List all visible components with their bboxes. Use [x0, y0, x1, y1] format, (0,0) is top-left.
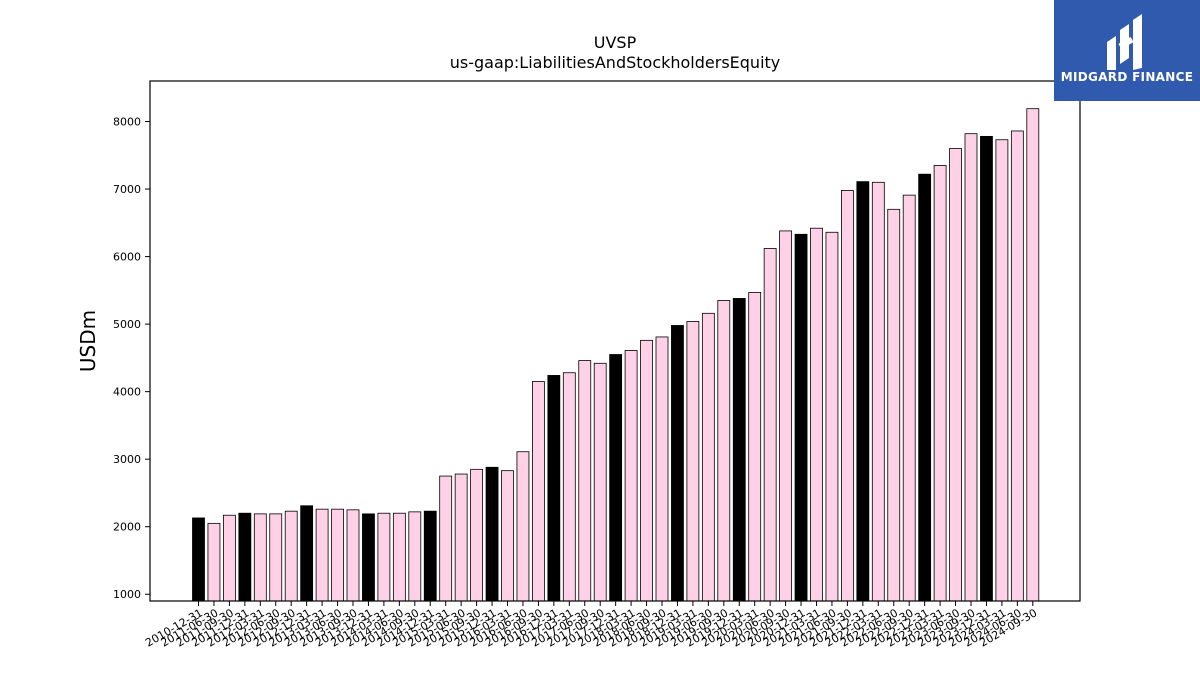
bar-2012-09-30 — [284, 510, 298, 602]
bars-group — [192, 108, 1040, 602]
bar-2020-09-30 — [779, 230, 792, 602]
bar-2018-12-31 — [671, 325, 684, 602]
bar-2024-09-30 — [1026, 108, 1040, 602]
bar-2019-09-30 — [717, 300, 731, 602]
bar-2020-06-30 — [763, 248, 777, 602]
bar-2019-06-30 — [701, 312, 715, 602]
bar-2013-03-31 — [315, 508, 329, 602]
bar-2018-09-30 — [655, 336, 669, 602]
bar-2022-09-30 — [902, 194, 916, 602]
logo-text: MIDGARD FINANCE — [1061, 70, 1193, 84]
bar-2017-09-30 — [593, 362, 607, 602]
y-tick-label: 2000 — [113, 521, 141, 534]
bar-2021-06-30 — [825, 231, 839, 602]
plot-frame — [149, 80, 1081, 602]
bar-2011-06-30 — [207, 522, 221, 602]
bar-2016-06-30 — [516, 451, 530, 602]
y-tick-label: 5000 — [113, 318, 141, 331]
bar-2024-03-31 — [995, 139, 1009, 602]
bar-2021-12-31 — [856, 181, 870, 602]
bar-2013-12-31 — [362, 513, 375, 602]
bar-2020-12-31 — [794, 233, 808, 602]
bar-2016-03-31 — [501, 470, 514, 602]
bar-2017-12-31 — [609, 354, 623, 602]
bar-2015-12-31 — [485, 466, 499, 602]
bar-2015-06-30 — [454, 473, 468, 602]
bar-2011-12-31 — [238, 512, 252, 602]
bar-2012-06-30 — [269, 513, 283, 602]
x-axis: 2010-12-312011-06-302011-09-302011-12-31… — [143, 601, 1039, 650]
bar-2023-12-31 — [980, 135, 993, 602]
bar-2011-09-30 — [222, 514, 236, 602]
bar-2013-06-30 — [331, 508, 344, 602]
bar-2019-03-31 — [686, 321, 700, 602]
bar-2018-06-30 — [640, 339, 653, 602]
chart-title: UVSP — [594, 33, 637, 52]
bar-2012-12-31 — [300, 505, 314, 602]
bar-2017-06-30 — [578, 360, 592, 602]
y-tick-label: 4000 — [113, 386, 141, 399]
bar-2022-12-31 — [918, 173, 932, 602]
y-axis-label: USDm — [76, 310, 100, 372]
y-tick-label: 8000 — [113, 116, 141, 129]
bar-2010-12-31 — [192, 517, 205, 602]
midgard-finance-logo: MIDGARD FINANCE — [1054, 0, 1200, 101]
bar-2023-09-30 — [964, 133, 978, 602]
bar-2014-03-31 — [377, 512, 391, 602]
bar-2015-03-31 — [439, 475, 453, 602]
bar-2013-09-30 — [346, 509, 360, 602]
bar-2014-06-30 — [392, 512, 406, 602]
chart-subtitle: us-gaap:LiabilitiesAndStockholdersEquity — [450, 53, 781, 72]
bar-2014-12-31 — [423, 510, 437, 602]
bar-2014-09-30 — [408, 511, 422, 602]
y-tick-label: 6000 — [113, 251, 141, 264]
bar-2015-09-30 — [470, 468, 484, 602]
bar-2016-12-31 — [547, 375, 561, 602]
y-axis: 1000 2000 3000 4000 5000 6000 7000 8000 — [113, 116, 150, 601]
bar-2023-03-31 — [933, 165, 947, 602]
bar-2016-09-30 — [532, 381, 545, 602]
bar-2019-12-31 — [732, 298, 746, 602]
bar-2021-03-31 — [810, 227, 823, 602]
bar-2022-06-30 — [887, 208, 901, 602]
bar-2023-06-30 — [949, 148, 962, 602]
y-tick-label: 1000 — [113, 588, 141, 601]
bar-2020-03-31 — [748, 291, 762, 602]
bar-2017-03-31 — [562, 372, 576, 602]
bar-2022-03-31 — [871, 181, 885, 602]
y-tick-label: 3000 — [113, 453, 141, 466]
bar-2021-09-30 — [841, 189, 854, 602]
bar-2012-03-31 — [253, 513, 267, 602]
logo-mark-icon — [1107, 14, 1142, 70]
bar-2024-06-30 — [1010, 130, 1024, 602]
bar-2018-03-31 — [624, 350, 638, 602]
y-tick-label: 7000 — [113, 183, 141, 196]
